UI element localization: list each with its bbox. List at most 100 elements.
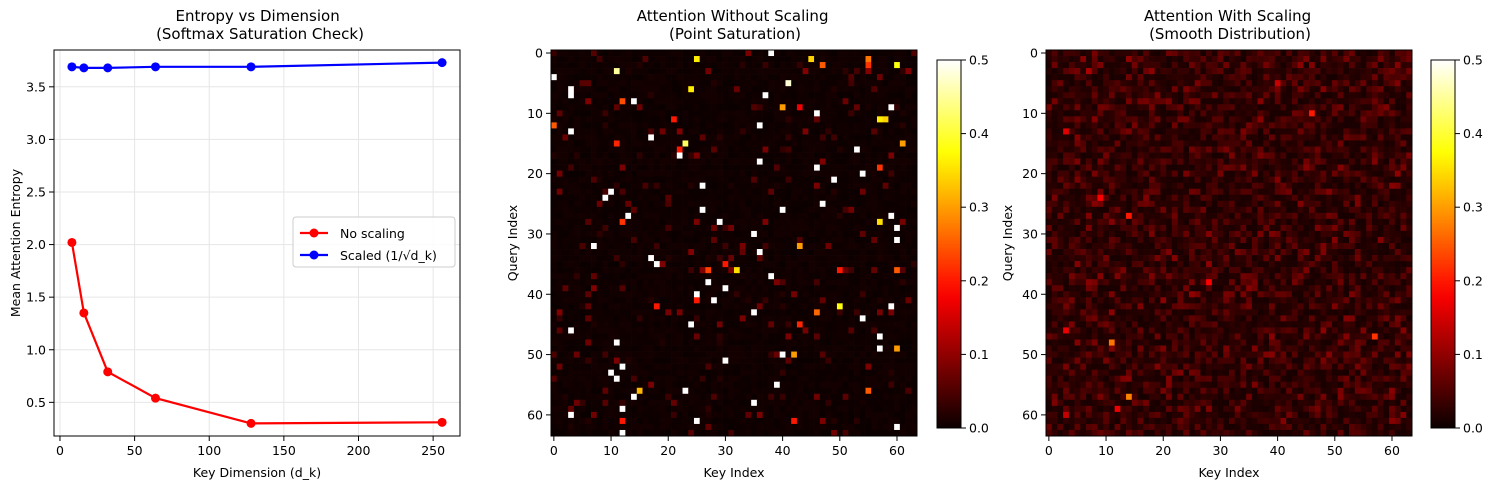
heatmap-cell [791, 206, 798, 214]
heatmap-cell [854, 249, 861, 256]
heatmap-cell [648, 56, 655, 63]
heatmap-cell [631, 309, 638, 316]
heatmap-cell [768, 146, 775, 153]
heatmap-cell [659, 164, 666, 171]
heatmap-cell [688, 182, 695, 190]
heatmap-cell [865, 146, 872, 153]
heatmap-cell [854, 423, 861, 431]
heatmap-cell [556, 321, 563, 328]
heatmap-cell [619, 182, 626, 190]
heatmap-cell [882, 62, 889, 69]
heatmap-cell [551, 285, 558, 292]
heatmap-cell [768, 86, 775, 93]
heatmap-cell [682, 315, 689, 322]
heatmap-cell [796, 122, 803, 129]
y-tick-label: 1.5 [26, 290, 46, 305]
heatmap-cell [568, 303, 575, 310]
heatmap-cell [751, 303, 758, 310]
heatmap-cell [911, 381, 918, 389]
heatmap-cell [608, 116, 615, 123]
heatmap-cell [1063, 80, 1070, 87]
heatmap-cell [699, 303, 706, 310]
heatmap-cell [859, 267, 866, 274]
heatmap-cell [894, 176, 901, 184]
heatmap-cell [808, 363, 815, 371]
heatmap-cell [768, 188, 775, 196]
heatmap-cell [671, 218, 678, 226]
heatmap-cell [808, 255, 815, 262]
heatmap-cell [882, 158, 889, 165]
heatmap-cell [739, 80, 746, 87]
heatmap-cell [728, 333, 735, 340]
heatmap-cell [1091, 62, 1098, 69]
heatmap-cell [739, 182, 746, 190]
heatmap-cell [636, 393, 643, 401]
heatmap-cell [1331, 56, 1339, 63]
heatmap-cell [636, 86, 643, 93]
heatmap-cell [831, 218, 838, 226]
heatmap-cell [642, 411, 649, 419]
heatmap-cell [716, 200, 723, 208]
heatmap-cell [699, 146, 706, 153]
heatmap-cell [1263, 104, 1270, 111]
heatmap-cell [642, 417, 649, 425]
heatmap-cell [911, 188, 918, 196]
heatmap-cell [551, 279, 558, 286]
heatmap-cell [573, 309, 580, 316]
heatmap-cell [568, 212, 575, 220]
heatmap-cell [648, 411, 655, 419]
heatmap-cell [848, 423, 855, 431]
heatmap-cell [728, 68, 735, 75]
heatmap-cell [1103, 56, 1110, 63]
heatmap-cell [768, 273, 775, 280]
heatmap-cell [676, 128, 683, 135]
heatmap-cell [562, 339, 569, 346]
heatmap-cell [762, 315, 769, 322]
heatmap-cell [613, 381, 620, 389]
heatmap-cell [796, 309, 803, 316]
heatmap-cell [1131, 68, 1138, 75]
data-point-no-scaling [103, 367, 113, 377]
heatmap-cell [825, 255, 832, 262]
heatmap-cell [871, 164, 878, 171]
heatmap-cell [756, 98, 763, 105]
heatmap-cell [1086, 80, 1093, 87]
heatmap-cell [1377, 80, 1384, 87]
heatmap-cell [1143, 110, 1150, 117]
heatmap-cell [1246, 92, 1253, 99]
heatmap-cell [591, 339, 598, 346]
heatmap-cell [756, 92, 763, 99]
heatmap-cell [699, 249, 706, 256]
heatmap-cell [665, 158, 672, 165]
heatmap-cell [836, 303, 844, 310]
heatmap-cell [602, 351, 609, 358]
heatmap-cell [688, 206, 695, 214]
heatmap-cell [808, 176, 815, 184]
heatmap-cell [825, 297, 832, 304]
heatmap-cell [602, 327, 609, 334]
heatmap-cell [728, 50, 735, 57]
heatmap-cell [596, 164, 603, 171]
heatmap-cell [653, 273, 661, 280]
heatmap-cell [1337, 86, 1344, 93]
heatmap-cell [734, 345, 741, 352]
heatmap-cell [676, 393, 683, 401]
heatmap-cell [568, 50, 575, 57]
heatmap-cell [1251, 98, 1258, 105]
heatmap-cell [825, 80, 832, 87]
heatmap-cell [842, 375, 849, 383]
heatmap-cell [842, 291, 849, 298]
heatmap-cell [636, 110, 643, 117]
heatmap-cell [848, 417, 855, 425]
heatmap-cell [825, 170, 832, 178]
heatmap-cell [831, 140, 838, 147]
heatmap-cell [882, 164, 889, 171]
heatmap-cell [796, 399, 803, 407]
heatmap-cell [825, 218, 832, 226]
heatmap-cell [854, 429, 861, 437]
heatmap-cell [745, 255, 752, 262]
heatmap-cell [739, 327, 746, 334]
heatmap-cell [568, 327, 575, 334]
heatmap-cell [716, 411, 723, 419]
heatmap-cell [591, 423, 598, 431]
